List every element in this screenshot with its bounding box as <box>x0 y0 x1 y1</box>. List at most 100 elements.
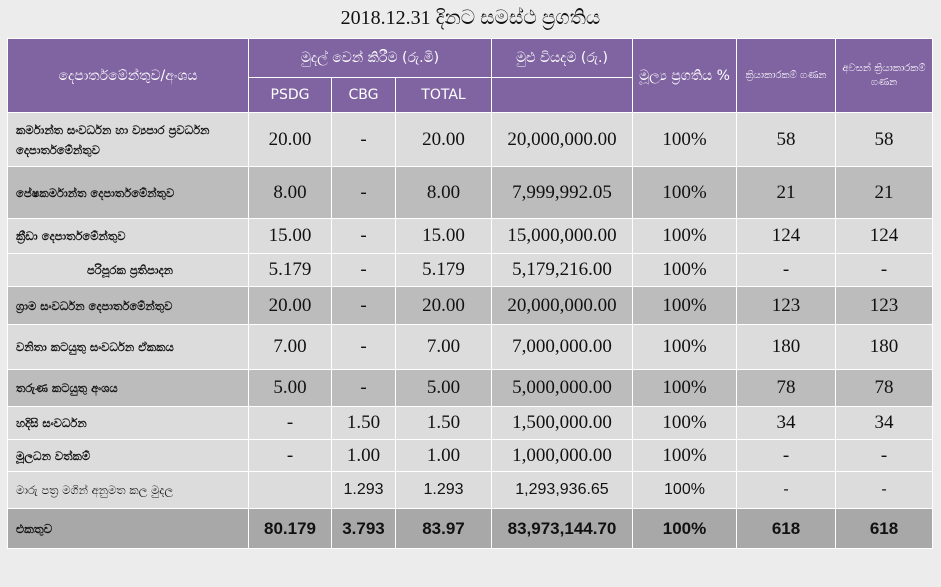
cell-expense: 1,000,000.00 <box>491 439 633 472</box>
cell-expense: 7,999,992.05 <box>491 166 633 219</box>
total-activities: 618 <box>736 508 836 549</box>
cell-psdg: 5.179 <box>248 253 332 287</box>
header-activity-count: ක්‍රියාකාරකම් ගණන <box>736 38 836 113</box>
cell-activities: - <box>736 253 836 287</box>
cell-completed: - <box>835 439 933 472</box>
cell-total: 1.50 <box>395 406 492 440</box>
table-row: ග්‍රාම සංවර්ධන දෙපාර්තමේන්තුව 20.00 - 20… <box>7 286 933 325</box>
cell-cbg: - <box>331 369 396 407</box>
cell-total: 7.00 <box>395 324 492 370</box>
total-total: 83.97 <box>395 508 492 549</box>
cell-psdg: - <box>248 439 332 472</box>
row-name: පරිපූරක ප්‍රතිපාදන <box>7 253 249 287</box>
cell-cbg: - <box>331 218 396 254</box>
cell-cbg: 1.00 <box>331 439 396 472</box>
header-cbg: CBG <box>331 77 396 113</box>
cell-activities: - <box>736 439 836 472</box>
cell-total: 1.293 <box>395 471 492 509</box>
cell-pct: 100% <box>632 166 737 219</box>
cell-activities: 123 <box>736 286 836 325</box>
cell-activities: 124 <box>736 218 836 254</box>
cell-completed: 21 <box>835 166 933 219</box>
cell-psdg: 15.00 <box>248 218 332 254</box>
total-label: එකතුව <box>7 508 249 549</box>
row-name: තරුණ කටයුතු අංශය <box>7 369 249 407</box>
cell-completed: 180 <box>835 324 933 370</box>
header-psdg: PSDG <box>248 77 332 113</box>
total-cbg: 3.793 <box>331 508 396 549</box>
row-name: කර්මාන්ත සංවර්ධන හා ව්‍යපාර ප්‍රවර්ධන දෙ… <box>7 112 249 167</box>
cell-pct: 100% <box>632 218 737 254</box>
cell-psdg: 5.00 <box>248 369 332 407</box>
cell-cbg: - <box>331 112 396 167</box>
cell-psdg: - <box>248 406 332 440</box>
cell-completed: - <box>835 471 933 509</box>
cell-activities: 180 <box>736 324 836 370</box>
cell-expense: 20,000,000.00 <box>491 286 633 325</box>
cell-pct: 100% <box>632 439 737 472</box>
cell-activities: 34 <box>736 406 836 440</box>
row-name: වනිතා කටයුතු සංවර්ධන ඒකකය <box>7 324 249 370</box>
cell-completed: 123 <box>835 286 933 325</box>
cell-psdg: 20.00 <box>248 286 332 325</box>
cell-cbg: - <box>331 166 396 219</box>
cell-expense: 20,000,000.00 <box>491 112 633 167</box>
cell-expense: 1,293,936.65 <box>491 471 633 509</box>
cell-activities: 21 <box>736 166 836 219</box>
header-expense-blank <box>491 77 633 113</box>
table-row: මාරු පත්‍ර මගින් අනුමත කල මුදල 1.293 1.2… <box>7 471 933 509</box>
cell-psdg: 7.00 <box>248 324 332 370</box>
table-row: පරිපූරක ප්‍රතිපාදන 5.179 - 5.179 5,179,2… <box>7 253 933 287</box>
cell-pct: 100% <box>632 112 737 167</box>
cell-psdg: 20.00 <box>248 112 332 167</box>
cell-pct: 100% <box>632 253 737 287</box>
header-department: දෙපාර්තමේන්තුව/අංශය <box>7 38 249 113</box>
cell-pct: 100% <box>632 324 737 370</box>
cell-total: 5.179 <box>395 253 492 287</box>
table-row: පේෂකර්මාන්ත දෙපාර්තමේන්තුව 8.00 - 8.00 7… <box>7 166 933 219</box>
header-allocation: මුදල් වෙන් කිරීම (රු.මි) <box>248 38 492 78</box>
cell-cbg: - <box>331 253 396 287</box>
cell-psdg: 8.00 <box>248 166 332 219</box>
cell-expense: 1,500,000.00 <box>491 406 633 440</box>
cell-total: 20.00 <box>395 286 492 325</box>
total-pct: 100% <box>632 508 737 549</box>
cell-total: 20.00 <box>395 112 492 167</box>
table-row: කර්මාන්ත සංවර්ධන හා ව්‍යපාර ප්‍රවර්ධන දෙ… <box>7 112 933 167</box>
cell-completed: 34 <box>835 406 933 440</box>
cell-cbg: 1.50 <box>331 406 396 440</box>
total-completed: 618 <box>835 508 933 549</box>
table-row: හදිසි සංවර්ධන - 1.50 1.50 1,500,000.00 1… <box>7 406 933 440</box>
header-financial-progress: මූල්‍ය ප්‍රගතිය % <box>632 38 737 113</box>
row-name: මාරු පත්‍ර මගින් අනුමත කල මුදල <box>7 471 249 509</box>
row-name: පේෂකර්මාන්ත දෙපාර්තමේන්තුව <box>7 166 249 219</box>
cell-cbg: - <box>331 286 396 325</box>
row-name: හදිසි සංවර්ධන <box>7 406 249 440</box>
table-row: මූලධන වත්කම් - 1.00 1.00 1,000,000.00 10… <box>7 439 933 472</box>
row-name: මූලධන වත්කම් <box>7 439 249 472</box>
header-expense: මුළු වියදම (රු.) <box>491 38 633 78</box>
table-row: ක්‍රීඩා දෙපාර්තමේන්තුව 15.00 - 15.00 15,… <box>7 218 933 254</box>
cell-pct: 100% <box>632 286 737 325</box>
cell-expense: 15,000,000.00 <box>491 218 633 254</box>
cell-expense: 5,000,000.00 <box>491 369 633 407</box>
cell-total: 1.00 <box>395 439 492 472</box>
cell-pct: 100% <box>632 471 737 509</box>
progress-table: දෙපාර්තමේන්තුව/අංශය මුදල් වෙන් කිරීම (රු… <box>7 38 933 549</box>
cell-total: 5.00 <box>395 369 492 407</box>
cell-psdg <box>248 471 332 509</box>
cell-expense: 7,000,000.00 <box>491 324 633 370</box>
cell-activities: 78 <box>736 369 836 407</box>
total-psdg: 80.179 <box>248 508 332 549</box>
cell-expense: 5,179,216.00 <box>491 253 633 287</box>
table-row: තරුණ කටයුතු අංශය 5.00 - 5.00 5,000,000.0… <box>7 369 933 407</box>
total-expense: 83,973,144.70 <box>491 508 633 549</box>
cell-total: 8.00 <box>395 166 492 219</box>
total-row: එකතුව 80.179 3.793 83.97 83,973,144.70 1… <box>7 508 933 549</box>
cell-completed: 124 <box>835 218 933 254</box>
row-name: ග්‍රාම සංවර්ධන දෙපාර්තමේන්තුව <box>7 286 249 325</box>
cell-completed: - <box>835 253 933 287</box>
cell-cbg: - <box>331 324 396 370</box>
table-row: වනිතා කටයුතු සංවර්ධන ඒකකය 7.00 - 7.00 7,… <box>7 324 933 370</box>
header-total: TOTAL <box>395 77 492 113</box>
